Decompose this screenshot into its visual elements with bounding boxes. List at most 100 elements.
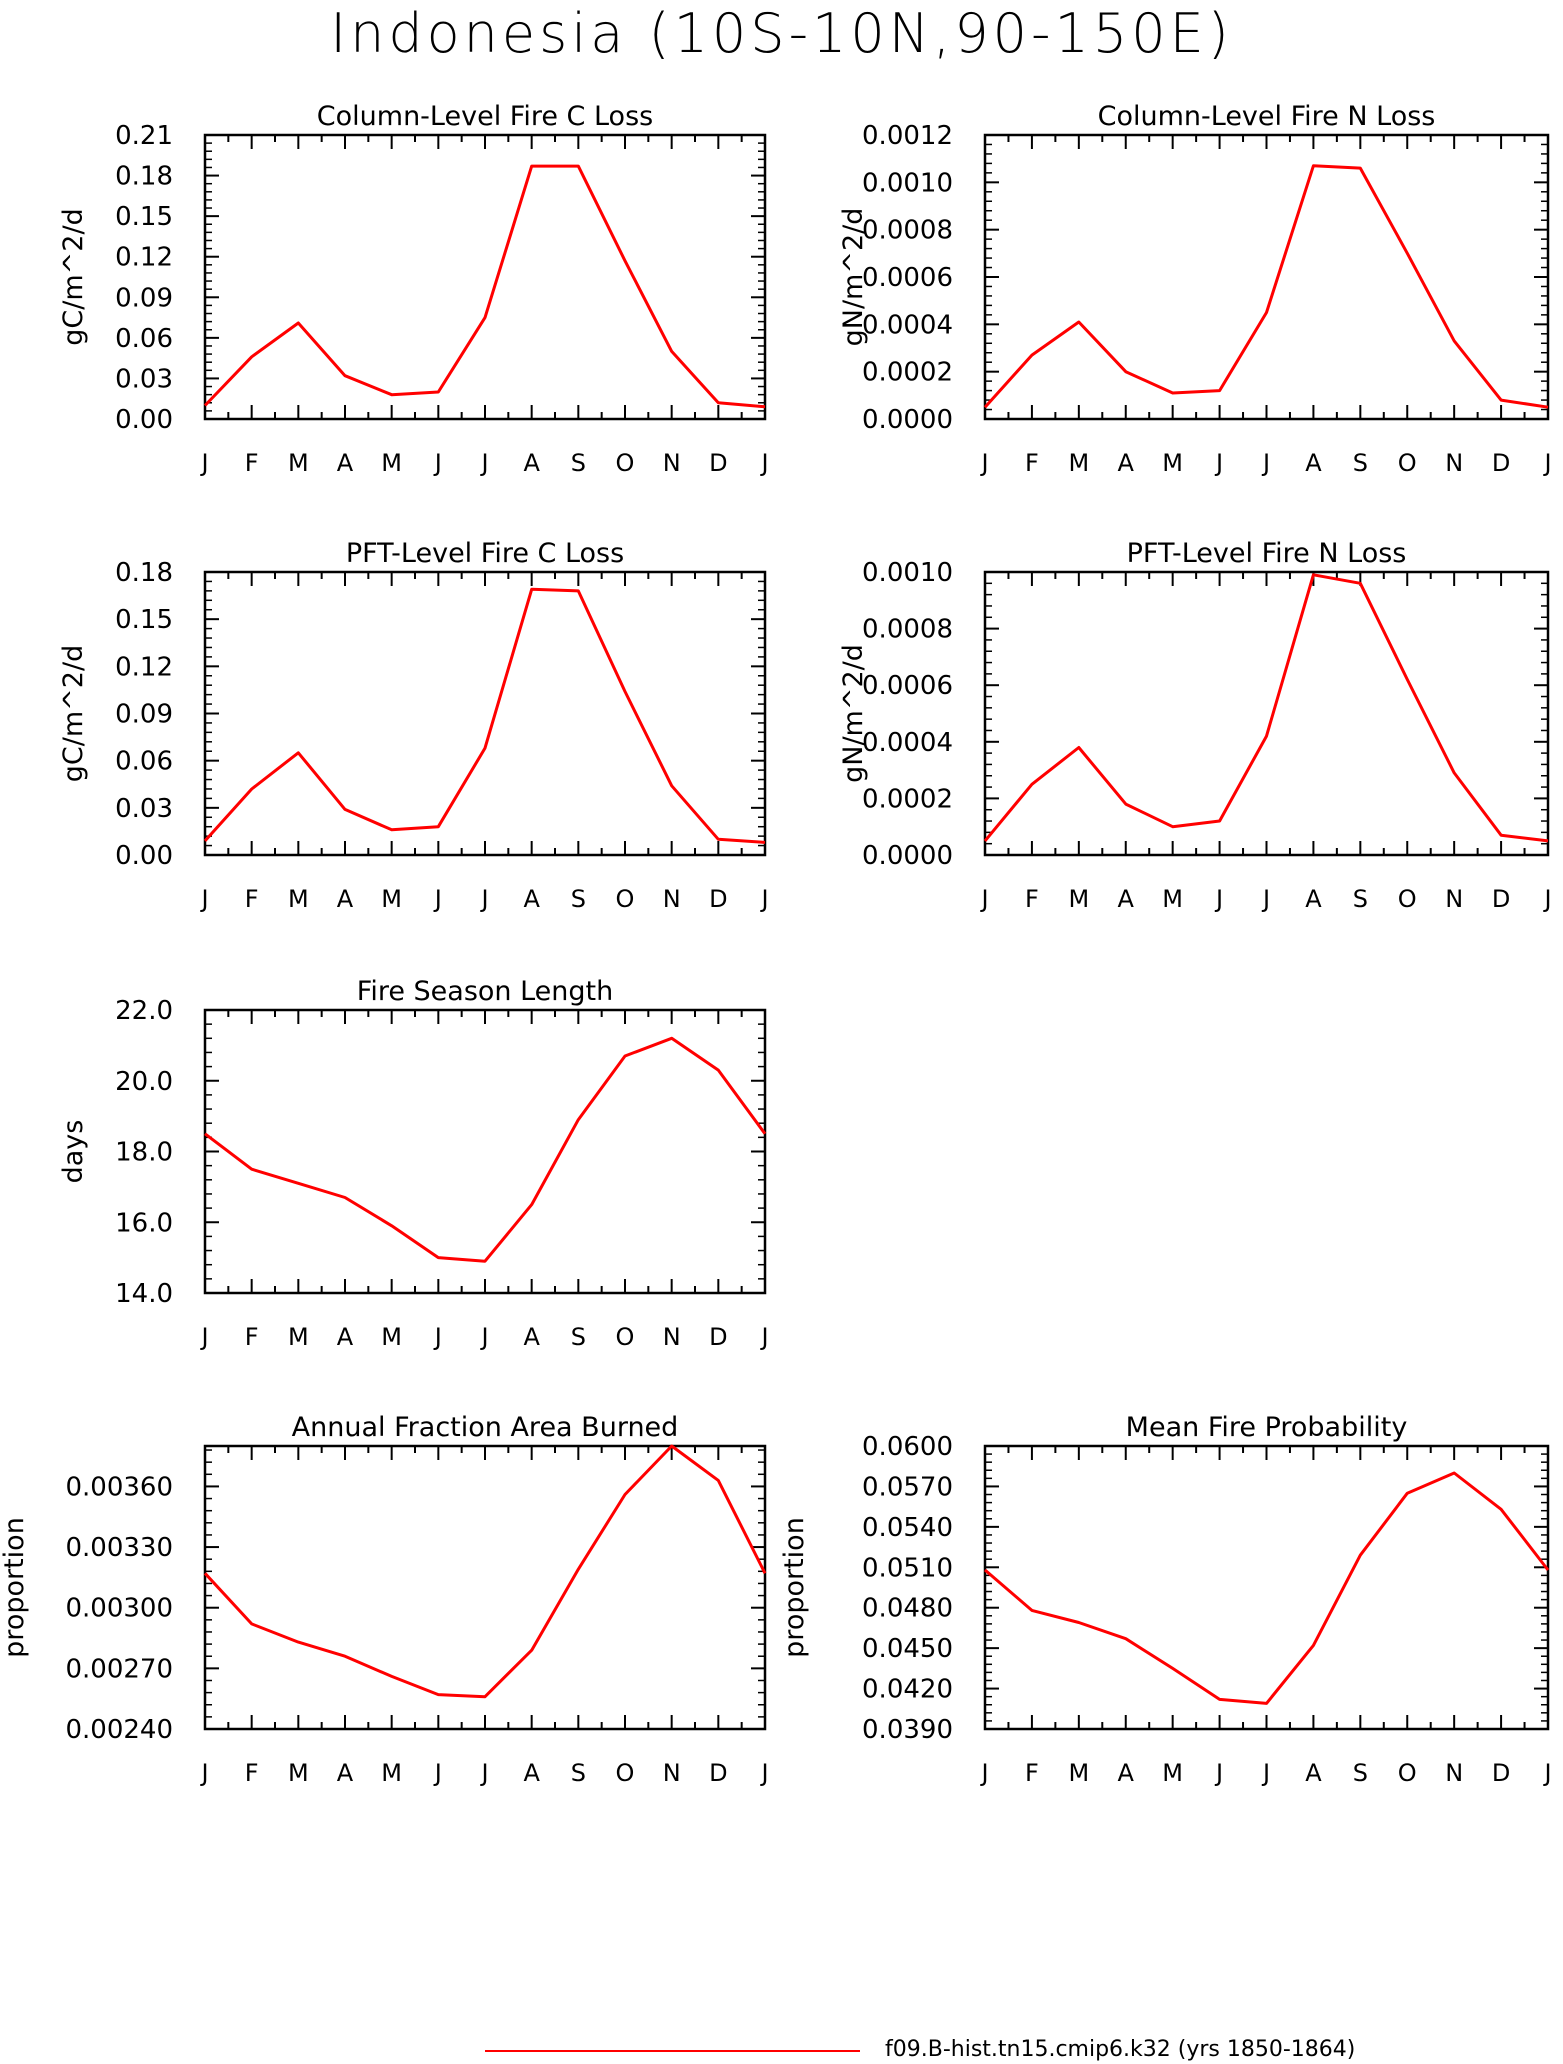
y-axis-label: gN/m^2/d: [838, 208, 869, 347]
y-tick-label: 0.00360: [65, 1472, 173, 1502]
x-tick-label: M: [381, 1759, 402, 1787]
x-tick-label: N: [663, 1759, 681, 1787]
y-tick-label: 0.0420: [862, 1675, 953, 1705]
y-axis-label: proportion: [779, 1517, 810, 1658]
y-tick-label: 0.0510: [862, 1553, 953, 1583]
x-tick-label: O: [616, 449, 635, 477]
x-tick-label: N: [663, 885, 681, 913]
y-tick-label: 0.18: [115, 162, 173, 192]
series-line: [983, 573, 1549, 843]
x-tick-label: M: [381, 449, 402, 477]
x-tick-label: J: [759, 885, 768, 913]
x-tick-label: N: [663, 449, 681, 477]
y-tick-label: 0.0600: [862, 1432, 953, 1462]
x-tick-label: D: [709, 885, 727, 913]
x-tick-label: S: [571, 449, 586, 477]
y-tick-label: 0.00: [115, 841, 173, 871]
x-tick-label: S: [1353, 1759, 1368, 1787]
chart-title: Column-Level Fire C Loss: [317, 101, 653, 132]
x-tick-label: S: [571, 1323, 586, 1351]
y-tick-label: 0.0000: [862, 841, 953, 871]
x-tick-label: M: [1068, 1759, 1089, 1787]
x-tick-label: J: [979, 449, 988, 477]
y-tick-label: 0.18: [115, 558, 173, 588]
x-tick-label: A: [1118, 885, 1135, 913]
x-tick-label: D: [1492, 885, 1510, 913]
y-tick-label: 0.0000: [862, 405, 953, 435]
x-tick-label: J: [1214, 1759, 1223, 1787]
x-tick-label: D: [1492, 449, 1510, 477]
x-tick-label: M: [288, 1323, 309, 1351]
x-tick-label: O: [1398, 1759, 1417, 1787]
y-tick-label: 0.06: [115, 747, 173, 777]
x-tick-label: J: [1542, 1759, 1551, 1787]
y-tick-label: 0.0390: [862, 1715, 953, 1745]
chart-title: Annual Fraction Area Burned: [292, 1412, 679, 1443]
x-tick-label: N: [1445, 449, 1463, 477]
x-tick-label: J: [199, 885, 208, 913]
x-tick-label: J: [479, 1759, 488, 1787]
x-tick-label: J: [759, 1759, 768, 1787]
plot-frame: [983, 1444, 1550, 1731]
y-tick-label: 20.0: [115, 1067, 173, 1097]
x-tick-label: M: [1068, 885, 1089, 913]
x-tick-label: J: [979, 1759, 988, 1787]
x-tick-label: O: [1398, 449, 1417, 477]
x-tick-label: D: [709, 1323, 727, 1351]
x-tick-label: A: [1305, 885, 1322, 913]
x-tick-label: J: [1214, 449, 1223, 477]
x-tick-label: J: [759, 1323, 768, 1351]
x-tick-label: J: [433, 885, 442, 913]
x-tick-label: J: [979, 885, 988, 913]
y-tick-label: 0.00: [115, 405, 173, 435]
legend-label: f09.B-hist.tn15.cmip6.k32 (yrs 1850-1864…: [885, 2037, 1356, 2062]
x-tick-label: J: [433, 449, 442, 477]
y-axis-label: proportion: [0, 1517, 30, 1658]
x-tick-label: A: [337, 449, 354, 477]
x-tick-label: S: [571, 1759, 586, 1787]
x-tick-label: J: [1214, 885, 1223, 913]
x-tick-label: J: [479, 1323, 488, 1351]
y-tick-label: 0.0450: [862, 1634, 953, 1664]
x-tick-label: J: [433, 1759, 442, 1787]
x-tick-label: D: [709, 449, 727, 477]
x-tick-label: F: [245, 885, 259, 913]
chart-title: PFT-Level Fire N Loss: [1127, 538, 1407, 569]
x-tick-label: M: [288, 885, 309, 913]
x-tick-label: F: [245, 449, 259, 477]
x-tick-label: S: [1353, 449, 1368, 477]
x-tick-label: M: [288, 449, 309, 477]
legend-line-swatch: [485, 2050, 860, 2052]
y-tick-label: 0.0002: [862, 358, 953, 388]
y-tick-label: 0.15: [115, 202, 173, 232]
x-tick-label: A: [523, 885, 540, 913]
y-tick-label: 0.0480: [862, 1594, 953, 1624]
series-line: [984, 1471, 1550, 1705]
y-tick-label: 0.0006: [862, 263, 953, 293]
x-tick-label: F: [245, 1323, 259, 1351]
x-tick-label: J: [759, 449, 768, 477]
x-tick-label: S: [1353, 885, 1368, 913]
x-tick-label: M: [1162, 885, 1183, 913]
x-tick-label: J: [479, 885, 488, 913]
y-tick-label: 0.00330: [65, 1533, 173, 1563]
chart-title: Mean Fire Probability: [1126, 1412, 1408, 1443]
x-tick-label: J: [199, 449, 208, 477]
x-tick-label: A: [1305, 449, 1322, 477]
x-tick-label: J: [479, 449, 488, 477]
y-tick-label: 0.03: [115, 364, 173, 394]
y-tick-label: 0.0570: [862, 1472, 953, 1502]
x-tick-label: F: [1025, 449, 1039, 477]
x-tick-label: O: [1398, 885, 1417, 913]
series-line: [203, 164, 766, 409]
x-tick-label: O: [616, 1759, 635, 1787]
x-tick-label: A: [1118, 449, 1135, 477]
series-line: [203, 1444, 767, 1699]
y-tick-label: 16.0: [115, 1208, 173, 1238]
y-tick-label: 0.06: [115, 324, 173, 354]
y-axis-label: gN/m^2/d: [838, 644, 869, 783]
x-tick-label: F: [245, 1759, 259, 1787]
